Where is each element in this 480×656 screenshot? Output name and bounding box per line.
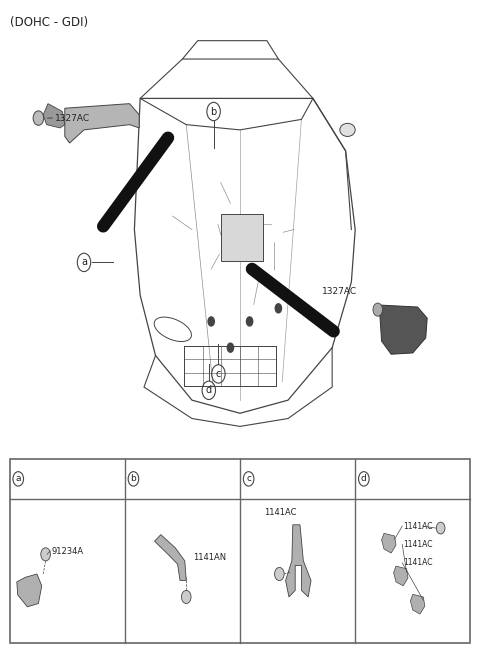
Text: b: b	[210, 106, 217, 117]
Polygon shape	[286, 525, 311, 597]
Text: 1327AC: 1327AC	[55, 113, 90, 123]
Circle shape	[41, 548, 50, 561]
Ellipse shape	[340, 123, 355, 136]
Circle shape	[246, 316, 253, 327]
Circle shape	[373, 303, 383, 316]
Text: c: c	[246, 474, 251, 483]
Polygon shape	[394, 566, 408, 586]
Text: d: d	[361, 474, 367, 483]
Circle shape	[207, 316, 215, 327]
Text: 1141AN: 1141AN	[193, 553, 226, 562]
Text: a: a	[81, 257, 87, 268]
Text: b: b	[131, 474, 136, 483]
Text: 1327AC: 1327AC	[322, 287, 357, 297]
Polygon shape	[410, 594, 425, 614]
Circle shape	[275, 303, 282, 314]
Polygon shape	[17, 574, 42, 607]
Polygon shape	[43, 104, 65, 128]
Circle shape	[227, 342, 234, 353]
Text: (DOHC - GDI): (DOHC - GDI)	[10, 16, 88, 30]
Text: d: d	[206, 385, 212, 396]
Text: 91234A: 91234A	[51, 546, 84, 556]
Bar	[221, 214, 263, 261]
Text: c: c	[216, 369, 221, 379]
Circle shape	[275, 567, 284, 581]
Bar	[10, 459, 470, 643]
Polygon shape	[382, 533, 396, 553]
Bar	[184, 346, 276, 386]
Circle shape	[33, 111, 44, 125]
Polygon shape	[379, 305, 427, 354]
Text: 1141AC: 1141AC	[264, 508, 297, 518]
Text: 1141AC: 1141AC	[403, 558, 432, 567]
Polygon shape	[155, 535, 186, 581]
Text: 1141AC: 1141AC	[403, 540, 432, 549]
Text: a: a	[15, 474, 21, 483]
Polygon shape	[65, 104, 139, 143]
Circle shape	[181, 590, 191, 604]
Text: 1141AC: 1141AC	[403, 522, 432, 531]
Circle shape	[436, 522, 445, 534]
